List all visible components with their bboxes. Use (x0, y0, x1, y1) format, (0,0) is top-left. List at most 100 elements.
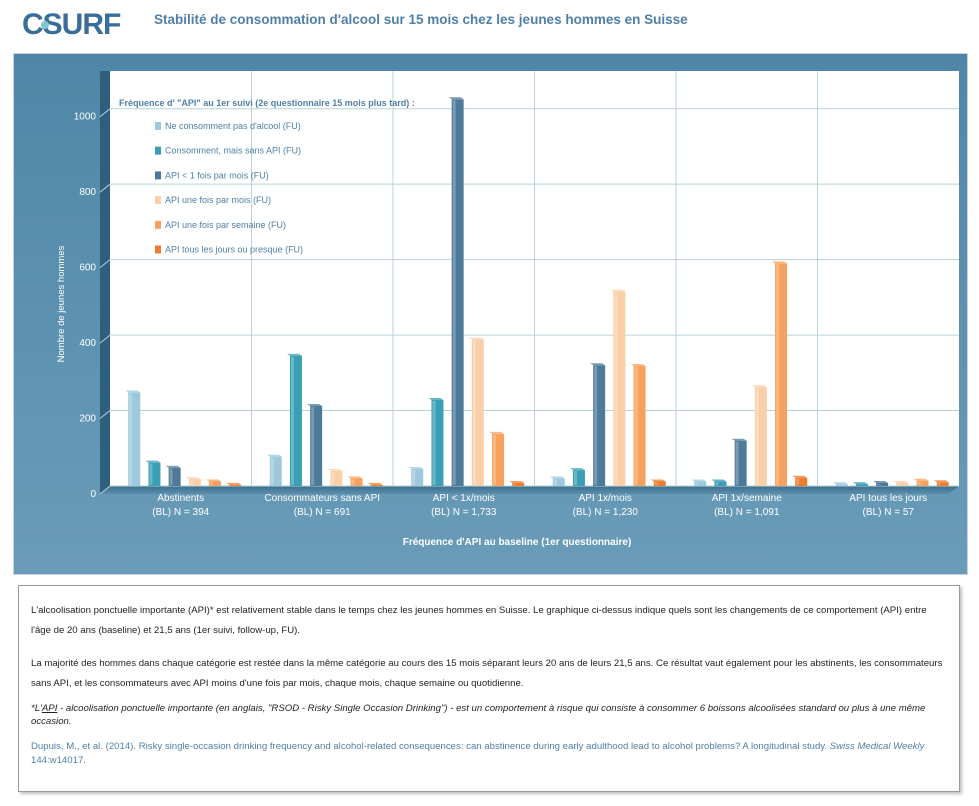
bar-top (185, 477, 201, 480)
bar-top (125, 390, 141, 393)
bar-top (226, 482, 242, 485)
bar-face (431, 399, 444, 486)
bar-top (691, 479, 707, 482)
x-tick-label: Consommateurs sans API (264, 493, 380, 504)
bar-top (933, 480, 949, 483)
bar-top (307, 404, 323, 407)
bar-face (936, 482, 949, 486)
legend-swatch (155, 146, 161, 155)
bar-top (509, 480, 525, 483)
bar-top (610, 289, 626, 292)
bar-face (653, 481, 666, 486)
y-tick-label: 600 (79, 263, 96, 274)
bar-highlight (796, 478, 800, 485)
bar-highlight (290, 356, 294, 485)
bar-highlight (149, 463, 153, 485)
x-tick-label: API tous les jours (849, 493, 927, 504)
bar (711, 479, 727, 486)
bar-face (330, 470, 343, 486)
legend-swatch (155, 196, 161, 205)
y-tick-label: 400 (79, 338, 96, 349)
bar (509, 480, 525, 486)
legend-item: API une fois par semaine (FU) (155, 220, 286, 230)
x-tick-label: Abstinents (157, 493, 204, 504)
bar-face (289, 355, 302, 486)
bar-highlight (210, 482, 214, 485)
bar-face (350, 478, 363, 486)
bar-highlight (129, 393, 133, 485)
x-tick-sublabel: (BL) N = 691 (294, 507, 351, 518)
explanation-para-1: L'alcoolisation ponctuelle importante (A… (31, 605, 927, 636)
bar (873, 480, 889, 486)
bar-top (428, 397, 444, 400)
legend-label: API une fois par mois (FU) (165, 195, 271, 205)
bar-top (327, 468, 343, 471)
bar-highlight (634, 367, 638, 485)
bar-face (593, 365, 606, 486)
bar-top (913, 478, 929, 481)
bar-face (572, 470, 585, 486)
bar-face (411, 469, 424, 486)
bar-highlight (412, 470, 416, 485)
bar-highlight (553, 479, 557, 485)
bar-highlight (594, 366, 598, 485)
bar (933, 480, 949, 486)
definition-term: API (41, 703, 58, 714)
bar-face (916, 480, 929, 486)
bar-face (734, 440, 747, 486)
bar-top (792, 475, 808, 478)
y-tick-label: 1000 (74, 112, 97, 123)
bar-top (630, 364, 646, 367)
legend-item: Ne consomment pas d'alcool (FU) (155, 121, 301, 131)
bar-highlight (331, 471, 335, 485)
bar-highlight (654, 482, 658, 485)
y-gridline-depth (99, 108, 111, 118)
bar-top (468, 337, 484, 340)
bar-top (893, 480, 909, 483)
bar-top (286, 353, 302, 356)
bar-chart: 0 200 400 600 800 1000 Abstinents (BL) N = 394 C… (14, 54, 967, 574)
bar-face (188, 479, 201, 486)
bar-face (168, 467, 181, 486)
bar-top (711, 479, 727, 482)
legend-swatch (155, 245, 161, 254)
bar (185, 477, 201, 486)
bar-top (590, 363, 606, 366)
bar-top (165, 465, 181, 468)
bar-highlight (513, 483, 517, 485)
bar (145, 460, 161, 486)
bar-face (310, 406, 323, 486)
bar (650, 479, 666, 486)
definition-prefix: *L' (31, 703, 42, 714)
plot-wall-left (100, 71, 110, 494)
definition-text: - alcoolisation ponctuelle importante (e… (31, 703, 926, 727)
bar-top (266, 454, 282, 457)
bar (852, 482, 868, 486)
bar-face (795, 477, 808, 486)
bar-highlight (735, 441, 739, 485)
x-tick-sublabel: (BL) N = 57 (863, 507, 915, 518)
bar-highlight (270, 457, 274, 485)
bar-highlight (614, 292, 618, 485)
bar (731, 438, 747, 486)
bar-top (832, 482, 848, 485)
bar-top (731, 438, 747, 441)
x-tick-sublabel: (BL) N = 1,230 (573, 507, 639, 518)
bar-face (492, 433, 505, 486)
bar-top (145, 460, 161, 463)
bar-top (650, 479, 666, 482)
bar-face (714, 481, 727, 486)
definition-note: *L'API - alcoolisation ponctuelle import… (31, 702, 947, 728)
bar-top (347, 476, 363, 479)
bar-face (128, 392, 141, 486)
legend-label: API une fois par semaine (FU) (165, 220, 286, 230)
bar (549, 476, 565, 486)
legend-label: API < 1 fois par mois (FU) (165, 170, 269, 180)
bar (751, 385, 767, 486)
bar-top (367, 482, 383, 485)
bar-highlight (897, 483, 901, 485)
bar-highlight (472, 340, 476, 485)
bar (468, 337, 484, 486)
bar-top (489, 431, 505, 434)
bar (206, 479, 222, 486)
